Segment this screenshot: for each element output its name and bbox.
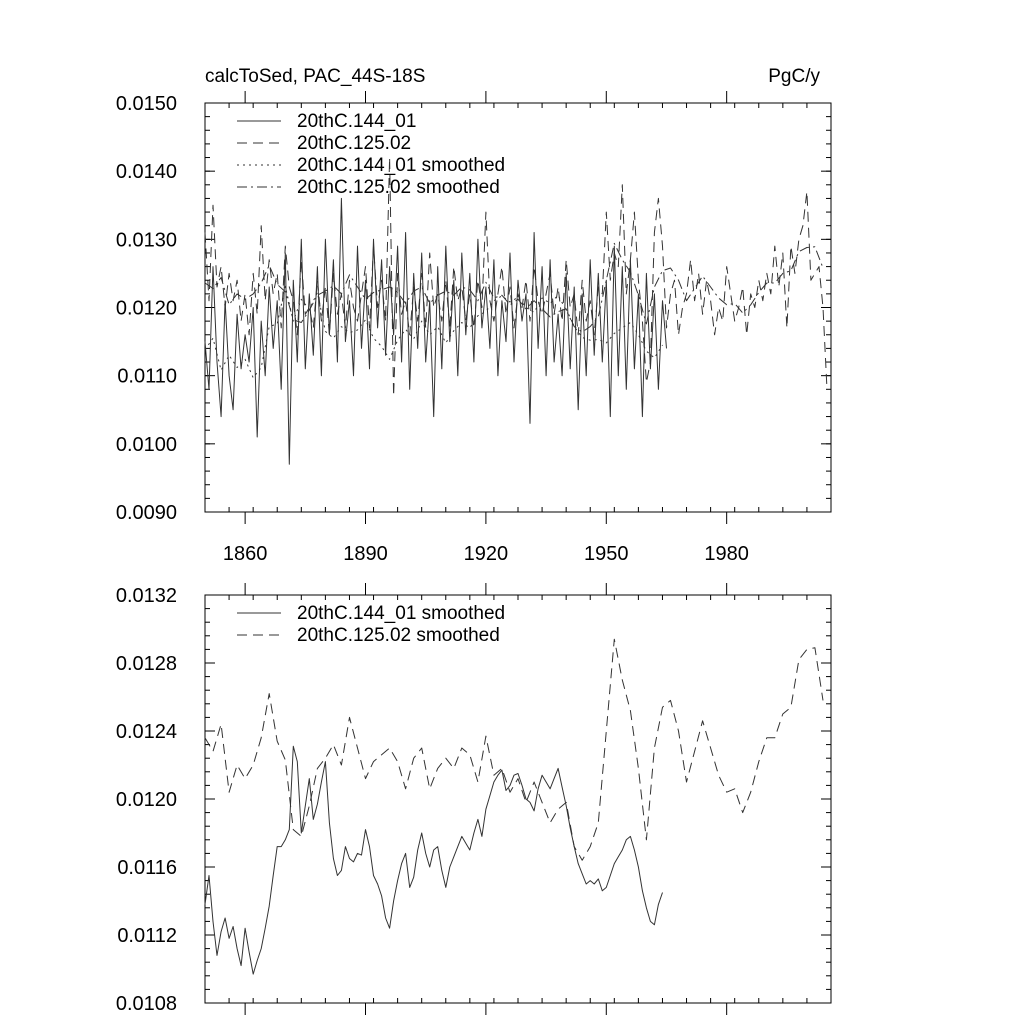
- series-line-0: [204, 197, 667, 465]
- y-tick-label: 0.0120: [116, 789, 177, 811]
- y-tick-label: 0.0132: [116, 585, 177, 607]
- series-line-0: [204, 745, 663, 975]
- x-tick-label: 1890: [343, 543, 388, 565]
- y-tick-label: 0.0130: [116, 229, 177, 251]
- plot-panel-top: 0.0090 0.0100 0.0110 0.0120 0.0130 0.0140 0.01…: [116, 91, 832, 565]
- y-tick-label: 0.0116: [117, 857, 177, 879]
- x-tick-label: 1950: [584, 543, 629, 565]
- y-tick-label: 0.0108: [116, 993, 177, 1015]
- y-tick-label: 0.0128: [116, 653, 177, 675]
- units-label: PgC/y: [768, 66, 820, 87]
- legend-label: 20thC.144_01 smoothed: [297, 603, 505, 624]
- series-line-1: [204, 638, 824, 861]
- plot-panel-bottom: 0.0108 0.0112 0.0116 0.0120 0.0124 0.0128 0.01…: [116, 583, 832, 1015]
- legend-label: 20thC.144_01: [297, 111, 416, 132]
- legend-label: 20thC.144_01 smoothed: [297, 155, 505, 176]
- y-tick-label: 0.0100: [116, 434, 177, 456]
- series-line-2: [204, 285, 663, 379]
- y-tick-label: 0.0120: [116, 298, 177, 320]
- legend-label: 20thC.125.02 smoothed: [297, 625, 500, 646]
- chart-title: calcToSed, PAC_44S-18S: [205, 66, 425, 87]
- legend-label: 20thC.125.02: [297, 133, 411, 154]
- x-tick-label: 1860: [223, 543, 268, 565]
- y-tick-label: 0.0140: [116, 161, 177, 183]
- legend-label: 20thC.125.02 smoothed: [297, 177, 500, 198]
- y-tick-label: 0.0090: [116, 502, 177, 524]
- x-tick-label: 1980: [704, 543, 749, 565]
- y-tick-label: 0.0124: [116, 721, 177, 743]
- x-tick-label: 1920: [464, 543, 509, 565]
- y-tick-label: 0.0112: [117, 925, 177, 947]
- y-tick-label: 0.0110: [117, 366, 177, 388]
- series-line-3: [204, 242, 824, 333]
- y-tick-label: 0.0150: [116, 93, 177, 115]
